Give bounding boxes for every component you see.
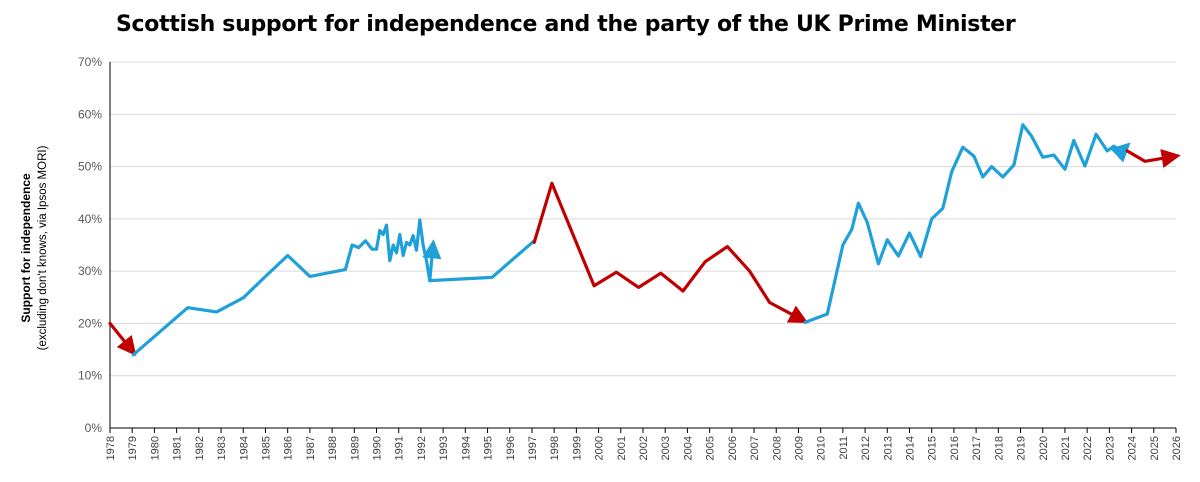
x-tick-label: 1978: [105, 436, 117, 460]
x-tick-label: 1983: [216, 436, 228, 460]
x-tick-label: 1985: [260, 436, 272, 460]
gridlines: [110, 61, 1176, 377]
series-line: [108, 321, 137, 356]
x-tick-label: 2019: [1016, 436, 1028, 460]
y-tick-label: 70%: [78, 55, 102, 69]
y-tick-label: 50%: [78, 160, 102, 174]
y-axis-ticks: 0% 10% 20% 30% 40% 50% 60% 70%: [78, 55, 102, 435]
y-axis-subtitle: (excluding don't knows, via Ipsos MORI): [37, 145, 49, 350]
x-tick-label: 2017: [971, 436, 983, 460]
x-tick-label: 2024: [1127, 436, 1139, 460]
x-tick-label: 1998: [549, 436, 561, 460]
x-tick-label: 2000: [594, 436, 606, 460]
x-tick-label: 2016: [949, 436, 961, 460]
x-tick-label: 1996: [505, 436, 517, 460]
series-line: [532, 181, 809, 324]
y-tick-label: 0%: [85, 421, 103, 435]
x-tick-label: 2008: [771, 436, 783, 460]
x-tick-label: 2010: [816, 436, 828, 460]
x-tick-label: 1987: [305, 436, 317, 460]
y-tick-label: 40%: [78, 212, 102, 226]
y-tick-label: 10%: [78, 369, 102, 383]
x-tick-label: 2013: [882, 436, 894, 460]
x-tick-label: 2022: [1082, 436, 1094, 460]
x-tick-label: 1979: [127, 436, 139, 460]
x-tick-label: 2023: [1104, 436, 1116, 460]
x-tick-label: 2015: [927, 436, 939, 460]
y-axis-title: Support for independence: [19, 173, 33, 323]
data-lines: [108, 123, 1181, 357]
x-tick-label: 2005: [705, 436, 717, 460]
x-tick-label: 2009: [793, 436, 805, 460]
x-tick-label: 2014: [905, 436, 917, 460]
chart-title: Scottish support for independence and th…: [116, 12, 1016, 37]
x-tick-label: 1986: [283, 436, 295, 460]
x-tick-label: 2001: [616, 436, 628, 460]
series-line: [803, 123, 1131, 324]
x-tick-label: 2004: [682, 436, 694, 460]
x-tick-label: 2025: [1149, 436, 1161, 460]
series-line: [131, 218, 536, 357]
x-tick-label: 2020: [1038, 436, 1050, 460]
x-tick-label: 1991: [394, 436, 406, 460]
x-tick-label: 1989: [349, 436, 361, 460]
x-tick-label: 1992: [416, 436, 428, 460]
x-tick-label: 2002: [638, 436, 650, 460]
x-tick-label: 2021: [1060, 436, 1072, 460]
x-tick-label: 2012: [860, 436, 872, 460]
series-line: [422, 239, 442, 283]
x-tick-label: 1993: [438, 436, 450, 460]
x-tick-label: 1990: [372, 436, 384, 460]
x-tick-label: 2018: [993, 436, 1005, 460]
y-tick-label: 20%: [78, 316, 102, 330]
axes: [109, 62, 1177, 433]
x-axis-ticks: 1978 1979 1980 1981 1982 1983 1984 1985 1986 1987…: [105, 436, 1183, 460]
y-tick-label: 60%: [78, 107, 102, 121]
x-tick-label: 1999: [571, 436, 583, 460]
x-tick-label: 1981: [172, 436, 184, 460]
x-tick-label: 2007: [749, 436, 761, 460]
y-tick-label: 30%: [78, 264, 102, 278]
x-tick-label: 1994: [460, 436, 472, 460]
x-tick-label: 1980: [149, 436, 161, 460]
x-tick-label: 1984: [238, 436, 250, 460]
x-tick-label: 2011: [838, 436, 850, 460]
y-axis-label: Support for independence (excluding don'…: [19, 145, 49, 350]
x-tick-label: 2006: [727, 436, 739, 460]
x-tick-label: 1997: [527, 436, 539, 460]
x-tick-label: 2003: [660, 436, 672, 460]
x-tick-label: 1995: [483, 436, 495, 460]
series-line: [1125, 149, 1181, 168]
x-tick-label: 1988: [327, 436, 339, 460]
x-tick-label: 1982: [194, 436, 206, 460]
x-tick-label: 2026: [1171, 436, 1183, 460]
